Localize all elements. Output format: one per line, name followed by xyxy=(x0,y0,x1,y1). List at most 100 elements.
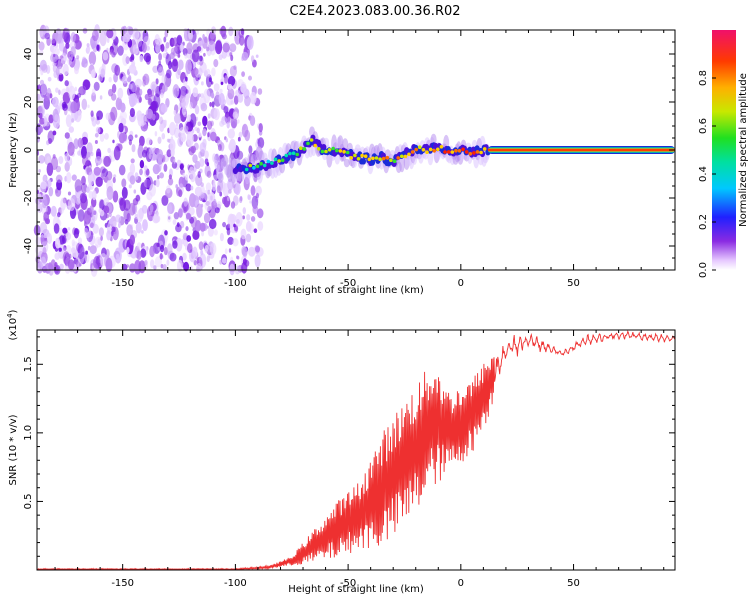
noise-blob xyxy=(77,137,84,148)
trace-core xyxy=(457,149,462,153)
noise-blob xyxy=(129,56,134,63)
snr-y-label: SNR (10 * v/v) xyxy=(8,414,19,485)
noise-blob xyxy=(183,261,190,272)
noise-blob xyxy=(248,145,253,154)
noise-blob xyxy=(210,195,213,201)
trace-core xyxy=(367,157,372,162)
noise-blob xyxy=(64,80,69,87)
noise-blob xyxy=(186,42,193,55)
noise-blob xyxy=(117,87,124,100)
noise-blob xyxy=(39,222,48,234)
noise-blob xyxy=(229,263,235,276)
noise-blob xyxy=(111,51,116,58)
noise-blob xyxy=(187,243,193,254)
noise-blob xyxy=(183,197,188,207)
noise-blob xyxy=(193,259,197,266)
noise-blob xyxy=(227,116,232,124)
noise-blob xyxy=(235,212,243,227)
noise-blob xyxy=(58,156,64,164)
noise-blob xyxy=(241,71,246,77)
noise-blob xyxy=(111,226,116,233)
noise-blob xyxy=(113,145,121,161)
noise-blob xyxy=(199,158,205,167)
noise-blob xyxy=(137,30,143,42)
noise-blob xyxy=(159,244,165,253)
y-tick-label: 20 xyxy=(23,96,34,109)
noise-blob xyxy=(195,174,203,187)
trace-core xyxy=(353,153,357,158)
noise-blob xyxy=(39,117,45,125)
noise-blob xyxy=(220,81,224,86)
noise-blob xyxy=(229,52,233,57)
noise-blob xyxy=(177,53,181,58)
noise-blob xyxy=(54,252,60,260)
noise-blob xyxy=(36,203,43,213)
noise-blob xyxy=(99,30,107,47)
noise-blob xyxy=(227,196,230,202)
noise-blob xyxy=(236,119,240,124)
trace-band xyxy=(272,161,278,168)
noise-blob xyxy=(154,148,159,154)
noise-blob xyxy=(129,107,135,118)
noise-blob xyxy=(52,96,59,108)
noise-blob xyxy=(197,171,201,178)
trace-core xyxy=(418,145,422,149)
noise-blob xyxy=(257,88,263,95)
noise-blob xyxy=(197,121,202,127)
colorbar-tick-label: 0.6 xyxy=(698,118,709,134)
noise-blob xyxy=(173,46,178,52)
noise-blob xyxy=(112,190,119,203)
noise-blob xyxy=(227,223,231,229)
x-tick-label: -50 xyxy=(340,578,356,589)
noise-blob xyxy=(165,53,172,66)
noise-blob xyxy=(173,158,176,164)
noise-blob xyxy=(40,256,47,269)
noise-blob xyxy=(255,54,259,58)
noise-blob xyxy=(142,149,147,158)
noise-blob xyxy=(167,203,172,215)
trace-core xyxy=(313,143,318,148)
noise-blob xyxy=(228,189,232,194)
noise-blob xyxy=(172,219,177,225)
noise-blob xyxy=(71,239,76,247)
noise-blob xyxy=(62,197,67,204)
noise-blob xyxy=(68,85,76,100)
noise-blob xyxy=(194,160,201,170)
trace-band xyxy=(369,159,376,166)
noise-blob xyxy=(159,172,165,179)
noise-blob xyxy=(166,149,172,158)
noise-blob xyxy=(220,25,227,38)
noise-blob xyxy=(55,67,60,76)
noise-blob xyxy=(126,212,131,222)
y-tick-label: 0 xyxy=(23,147,34,153)
trace-core xyxy=(436,147,440,152)
noise-blob xyxy=(163,36,167,43)
noise-blob xyxy=(102,51,109,61)
noise-blob xyxy=(190,145,196,154)
noise-blob xyxy=(196,30,199,35)
noise-blob xyxy=(99,132,105,142)
noise-blob xyxy=(150,101,158,112)
noise-blob xyxy=(202,128,207,137)
noise-blob xyxy=(249,91,257,105)
noise-blob xyxy=(227,236,234,245)
noise-blob xyxy=(247,194,252,201)
noise-blob xyxy=(99,95,103,100)
noise-blob xyxy=(179,163,184,170)
noise-blob xyxy=(130,158,135,164)
noise-blob xyxy=(248,246,256,257)
noise-blob xyxy=(205,182,212,192)
noise-blob xyxy=(227,128,235,139)
trace-core xyxy=(421,148,426,152)
noise-blob xyxy=(35,245,43,255)
noise-blob xyxy=(86,43,90,48)
snr-panel: -150 -100 -50 0 50 0.5 1.0 1.5 Height of straig… xyxy=(6,309,676,595)
noise-blob xyxy=(136,250,142,260)
noise-blob xyxy=(79,192,87,204)
noise-blob xyxy=(229,65,237,77)
noise-blob xyxy=(44,32,51,40)
colorbar-tick-label: 0.8 xyxy=(698,70,709,86)
noise-blob xyxy=(135,221,142,234)
noise-blob xyxy=(177,68,182,76)
